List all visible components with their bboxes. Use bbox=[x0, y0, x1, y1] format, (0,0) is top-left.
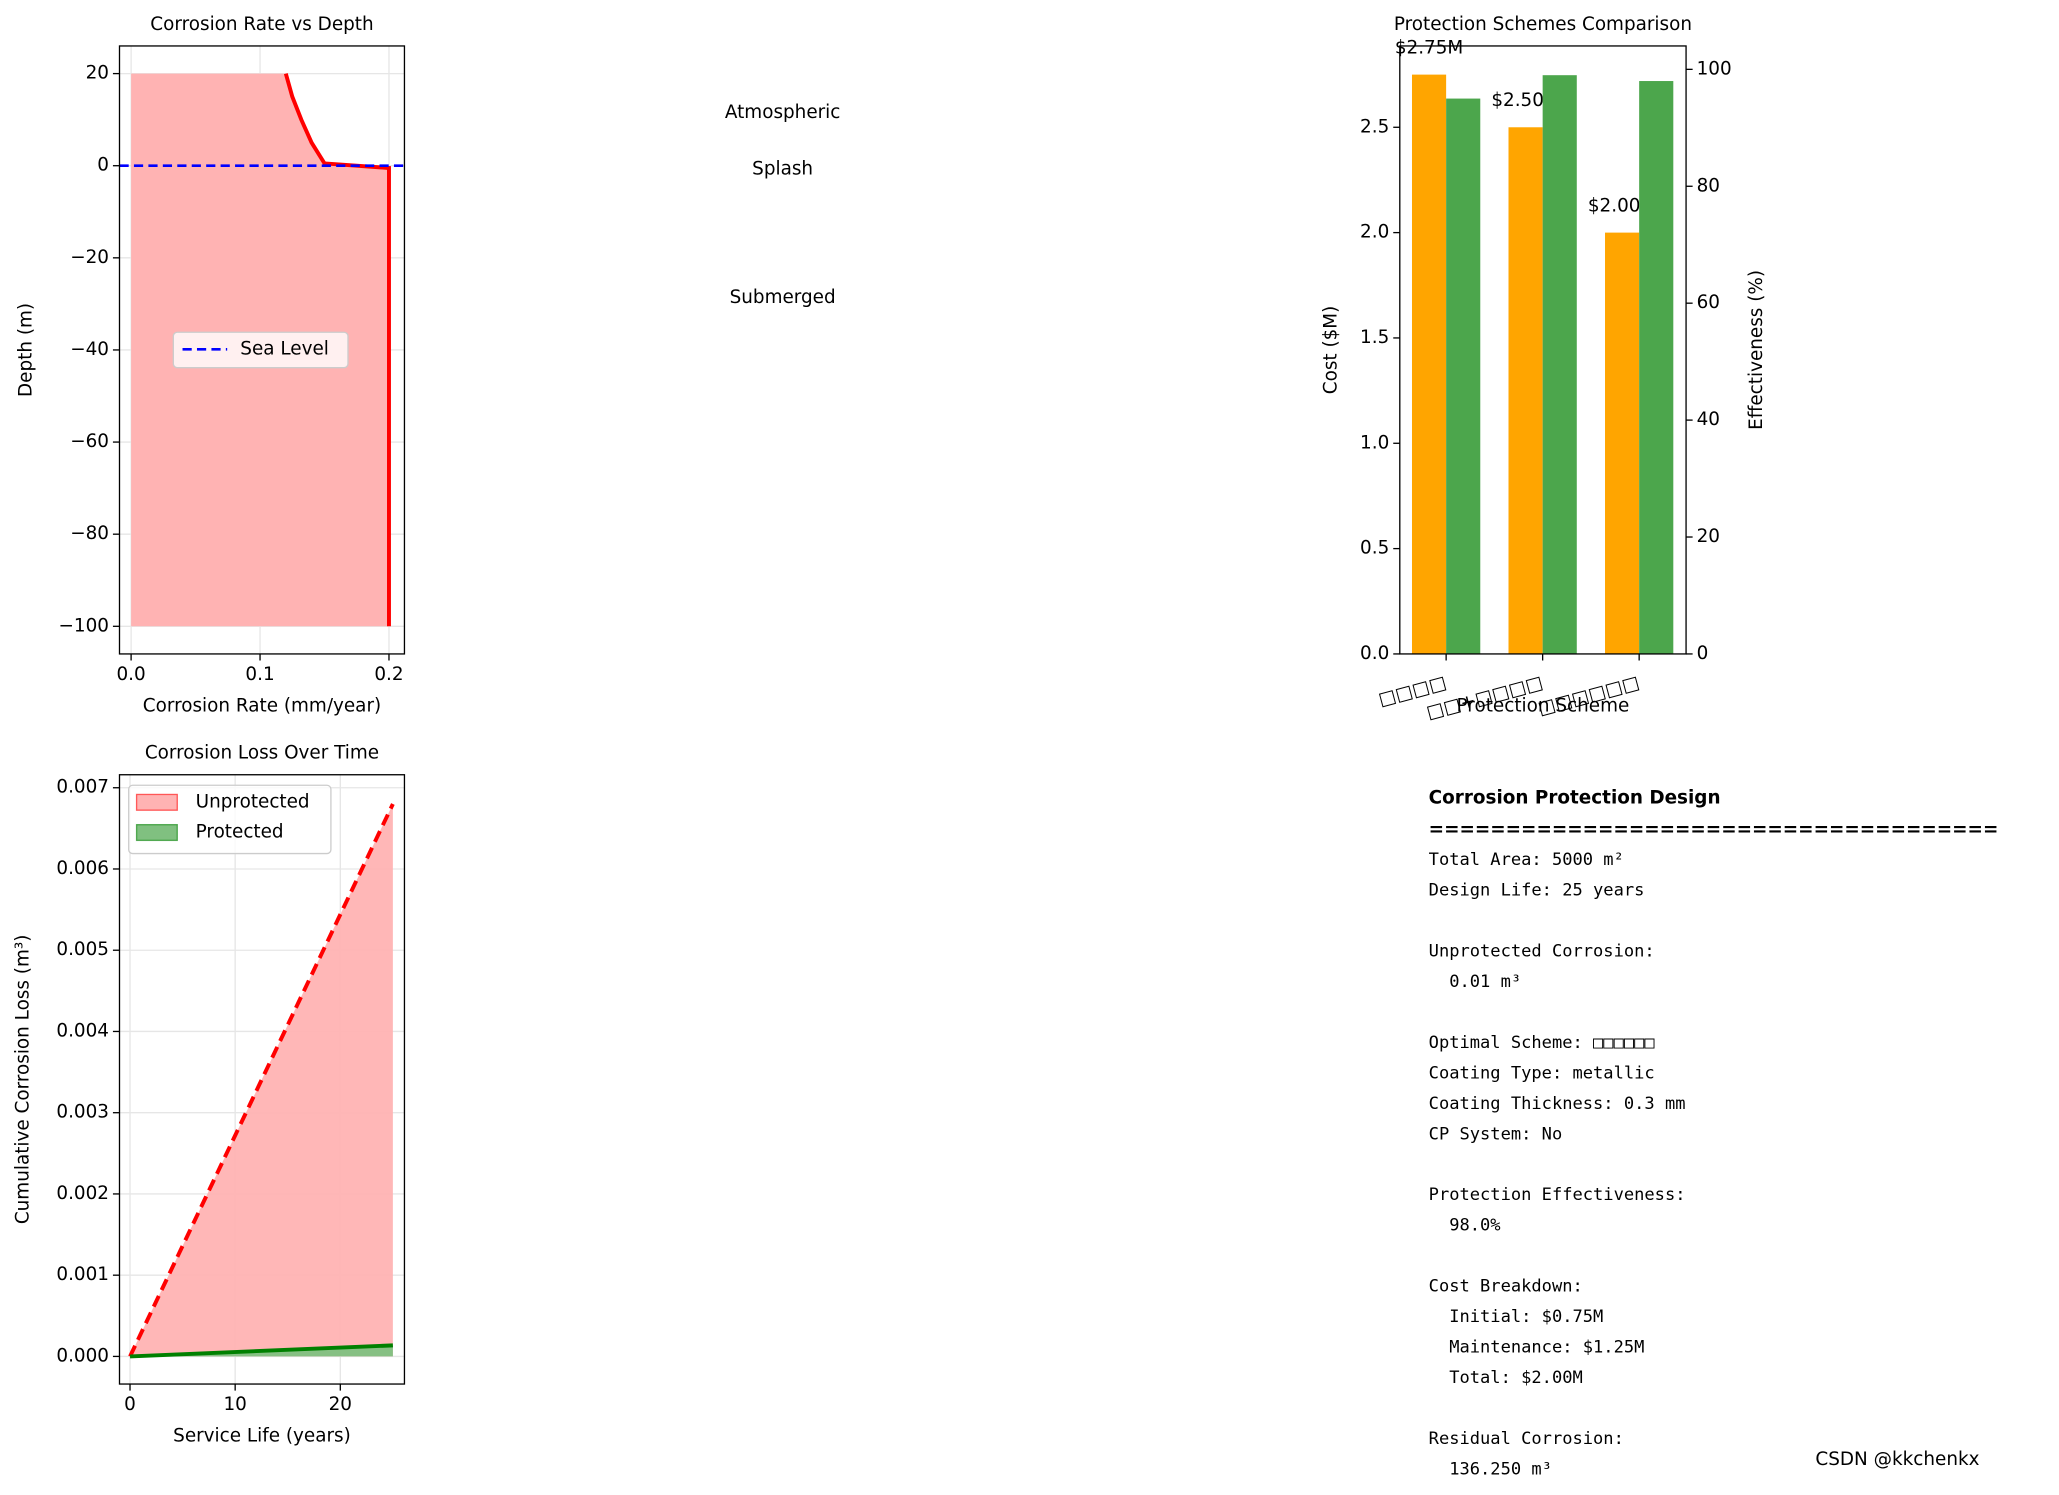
bar bbox=[1605, 232, 1640, 654]
y-tick-label: 60 bbox=[1697, 292, 1720, 313]
y-tick-label: 40 bbox=[1697, 409, 1720, 430]
y-tick-label: 80 bbox=[1697, 175, 1720, 196]
y-tick-label: 2.0 bbox=[1360, 222, 1389, 243]
y-tick-label: 0.5 bbox=[1360, 538, 1389, 559]
x-axis-label: Service Life (years) bbox=[173, 1426, 351, 1447]
summary-line: Protection Effectiveness: bbox=[1429, 1185, 1686, 1205]
summary-line: Optimal Scheme: □□□□□□ bbox=[1429, 1033, 1656, 1053]
x-axis-label: Corrosion Rate (mm/year) bbox=[143, 695, 381, 716]
y-tick-label: 1.0 bbox=[1360, 432, 1389, 453]
y-tick-label: 0.002 bbox=[56, 1183, 109, 1204]
y-tick-label: 20 bbox=[1697, 526, 1720, 547]
axes-frame bbox=[118, 45, 406, 655]
y-axis-label: Cumulative Corrosion Loss (m³) bbox=[13, 935, 34, 1225]
bar bbox=[1639, 81, 1674, 654]
summary-line: Design Life: 25 years bbox=[1429, 881, 1645, 901]
bar bbox=[1542, 75, 1577, 654]
chart-title: Corrosion Loss Over Time bbox=[145, 743, 379, 764]
y-tick-label: 1.5 bbox=[1360, 327, 1389, 348]
axes-frame bbox=[1399, 45, 1687, 655]
legend-box bbox=[128, 784, 332, 855]
annotation: Splash bbox=[752, 158, 813, 179]
y-tick-label: 0.0 bbox=[1360, 643, 1389, 664]
y-tick-label: −20 bbox=[70, 247, 109, 268]
y-tick-label: −80 bbox=[70, 523, 109, 544]
bar bbox=[1411, 74, 1447, 654]
y-tick-label: 2.5 bbox=[1360, 116, 1389, 137]
x-tick-label: 0.0 bbox=[116, 664, 145, 685]
annotation: Submerged bbox=[730, 287, 836, 308]
summary-line: Coating Type: metallic bbox=[1429, 1063, 1655, 1083]
x-axis-label: Protection Scheme bbox=[1457, 695, 1630, 716]
summary-line: Residual Corrosion: bbox=[1429, 1429, 1624, 1449]
chart-title: Protection Schemes Comparison bbox=[1394, 14, 1692, 35]
y-axis-label: Depth (m) bbox=[15, 303, 36, 397]
legend-swatch bbox=[135, 823, 178, 842]
y-tick-label: 0.006 bbox=[56, 858, 109, 879]
summary-line: 0.01 m³ bbox=[1429, 972, 1521, 992]
x-tick-label: 0.1 bbox=[245, 664, 274, 685]
x-tick-label: 20 bbox=[329, 1394, 352, 1415]
y-tick-label: 0 bbox=[1697, 643, 1709, 664]
y-tick-label: 0.003 bbox=[56, 1102, 109, 1123]
summary-line: Total Area: 5000 m² bbox=[1429, 850, 1624, 870]
chart-title: Corrosion Rate vs Depth bbox=[150, 14, 373, 35]
y-tick-label: 0.000 bbox=[56, 1345, 109, 1366]
legend-box bbox=[172, 331, 349, 369]
summary-line: 98.0% bbox=[1429, 1216, 1501, 1236]
legend-label: Unprotected bbox=[196, 791, 310, 812]
x-tick-label: 0.2 bbox=[374, 664, 403, 685]
summary-line: 136.250 m³ bbox=[1429, 1459, 1552, 1479]
x-tick-label: 0 bbox=[124, 1394, 136, 1415]
summary-line: Unprotected Corrosion: bbox=[1429, 941, 1655, 961]
line bbox=[129, 1343, 393, 1359]
summary-title: Corrosion Protection Design bbox=[1429, 787, 1721, 808]
y-tick-label: −60 bbox=[70, 431, 109, 452]
y-tick-label: 100 bbox=[1697, 58, 1732, 79]
annotation: Atmospheric bbox=[725, 102, 841, 123]
summary-separator: ===================================== bbox=[1429, 819, 1999, 840]
summary-line: Total: $2.00M bbox=[1429, 1368, 1583, 1388]
watermark: CSDN @kkchenkx bbox=[1815, 1449, 1979, 1470]
value-label: $2.75M bbox=[1395, 37, 1463, 58]
y2-axis-label: Effectiveness (%) bbox=[1746, 270, 1767, 430]
summary-line: Initial: $0.75M bbox=[1429, 1307, 1604, 1327]
summary-line: Maintenance: $1.25M bbox=[1429, 1338, 1645, 1358]
y-axis-label: Cost ($M) bbox=[1321, 306, 1342, 395]
line bbox=[283, 73, 391, 627]
legend-swatch bbox=[135, 793, 178, 811]
bar bbox=[1508, 127, 1543, 654]
legend-label: Sea Level bbox=[240, 338, 329, 359]
bar bbox=[1446, 98, 1481, 654]
y-tick-label: 0.007 bbox=[56, 777, 109, 798]
y-tick-label: 20 bbox=[86, 63, 109, 84]
axes-frame bbox=[118, 774, 406, 1385]
y-tick-label: −100 bbox=[59, 615, 109, 636]
x-tick-label: 10 bbox=[223, 1394, 246, 1415]
summary-line: Cost Breakdown: bbox=[1429, 1277, 1583, 1297]
summary-line: CP System: No bbox=[1429, 1124, 1563, 1144]
line bbox=[128, 803, 395, 1358]
y-tick-label: 0 bbox=[97, 155, 109, 176]
summary-line: Coating Thickness: 0.3 mm bbox=[1429, 1094, 1686, 1114]
y-tick-label: 0.004 bbox=[56, 1020, 109, 1041]
legend-label: Protected bbox=[196, 822, 284, 843]
y-tick-label: 0.005 bbox=[56, 939, 109, 960]
y-tick-label: 0.001 bbox=[56, 1264, 109, 1285]
y-tick-label: −40 bbox=[70, 339, 109, 360]
